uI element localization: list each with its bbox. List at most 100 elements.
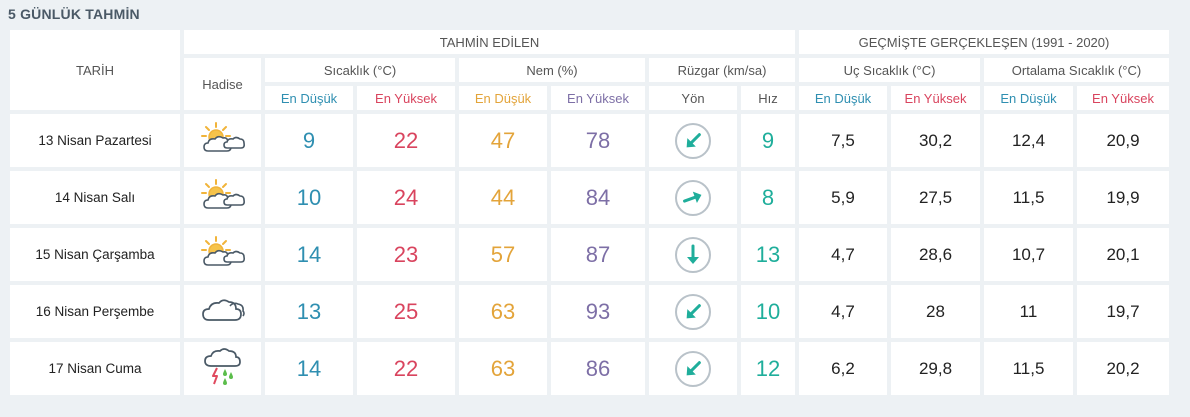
row-temp-max: 25: [357, 285, 455, 338]
header-temp-max: En Yüksek: [357, 86, 455, 110]
row-wind-speed: 9: [741, 114, 795, 167]
row-temp-max: 23: [357, 228, 455, 281]
row-hum-max: 93: [551, 285, 645, 338]
wind-arrow-icon: [683, 191, 702, 203]
wind-direction-indicator: [675, 236, 711, 273]
wind-arrow-icon: [687, 244, 699, 264]
header-temp-min: En Düşük: [265, 86, 353, 110]
table-row: 13 Nisan Pazartesi 9 22 47 78 9 7,5 30,: [10, 114, 1169, 167]
header-avg-temp: Ortalama Sıcaklık (°C): [984, 58, 1169, 82]
row-avg-min: 11,5: [984, 342, 1073, 395]
wind-direction-indicator: [675, 179, 711, 216]
row-weather: [184, 342, 261, 395]
row-temp-min: 14: [265, 228, 353, 281]
row-wind-speed: 10: [741, 285, 795, 338]
row-ext-min: 4,7: [799, 285, 887, 338]
row-avg-min: 12,4: [984, 114, 1073, 167]
row-wind-speed: 13: [741, 228, 795, 281]
row-hum-min: 63: [459, 342, 547, 395]
forecast-table: TARİH TAHMİN EDİLEN GEÇMİŞTE GERÇEKLEŞEN…: [6, 26, 1173, 399]
header-hum-max: En Yüksek: [551, 86, 645, 110]
row-temp-max: 22: [357, 342, 455, 395]
row-avg-max: 19,9: [1077, 171, 1169, 224]
table-row: 17 Nisan Cuma 14 22 63 86 12 6,2 29,8 11…: [10, 342, 1169, 395]
row-ext-max: 28,6: [891, 228, 980, 281]
partly-cloudy-icon: [200, 178, 246, 217]
partly-cloudy-icon: [200, 121, 246, 160]
row-wind-direction: [649, 114, 737, 167]
header-wind-speed: Hız: [741, 86, 795, 110]
table-row: 14 Nisan Salı 10 24 44 84 8 5,9 27,5: [10, 171, 1169, 224]
row-wind-direction: [649, 171, 737, 224]
row-date: 15 Nisan Çarşamba: [10, 228, 180, 281]
section-title: 5 GÜNLÜK TAHMİN: [8, 6, 140, 22]
row-temp-max: 22: [357, 114, 455, 167]
header-forecast-group: TAHMİN EDİLEN: [184, 30, 795, 54]
cloudy-icon: [200, 292, 246, 331]
header-wind: Rüzgar (km/sa): [649, 58, 795, 82]
row-avg-max: 20,1: [1077, 228, 1169, 281]
row-ext-min: 6,2: [799, 342, 887, 395]
table-row: 16 Nisan Perşembe 13 25 63 93 10 4,7 28 …: [10, 285, 1169, 338]
partly-cloudy-icon: [200, 235, 246, 274]
row-ext-max: 28: [891, 285, 980, 338]
wind-arrow-icon: [686, 360, 701, 375]
row-ext-max: 27,5: [891, 171, 980, 224]
header-hadise: Hadise: [184, 58, 261, 110]
wind-direction-indicator: [675, 350, 711, 387]
row-hum-min: 44: [459, 171, 547, 224]
header-wind-direction: Yön: [649, 86, 737, 110]
row-avg-min: 11,5: [984, 171, 1073, 224]
row-weather: [184, 228, 261, 281]
header-avg-min: En Düşük: [984, 86, 1073, 110]
header-humidity: Nem (%): [459, 58, 645, 82]
row-ext-max: 29,8: [891, 342, 980, 395]
row-wind-direction: [649, 285, 737, 338]
header-history-group: GEÇMİŞTE GERÇEKLEŞEN (1991 - 2020): [799, 30, 1169, 54]
table-row: 15 Nisan Çarşamba 14 23 57 87 13 4,7 28: [10, 228, 1169, 281]
row-wind-speed: 12: [741, 342, 795, 395]
row-hum-max: 78: [551, 114, 645, 167]
row-ext-max: 30,2: [891, 114, 980, 167]
header-tarih: TARİH: [10, 30, 180, 110]
row-hum-min: 57: [459, 228, 547, 281]
header-ext-max: En Yüksek: [891, 86, 980, 110]
row-hum-min: 63: [459, 285, 547, 338]
thunderstorm-rain-icon: [200, 346, 246, 391]
row-hum-min: 47: [459, 114, 547, 167]
header-ext-min: En Düşük: [799, 86, 887, 110]
wind-arrow-icon: [686, 303, 701, 318]
row-temp-min: 9: [265, 114, 353, 167]
wind-direction-indicator: [675, 122, 711, 159]
row-hum-max: 84: [551, 171, 645, 224]
row-temp-min: 14: [265, 342, 353, 395]
row-temp-max: 24: [357, 171, 455, 224]
row-avg-max: 20,2: [1077, 342, 1169, 395]
wind-arrow-icon: [686, 132, 701, 147]
wind-direction-indicator: [675, 293, 711, 330]
row-hum-max: 86: [551, 342, 645, 395]
row-weather: [184, 114, 261, 167]
row-avg-max: 19,7: [1077, 285, 1169, 338]
row-avg-max: 20,9: [1077, 114, 1169, 167]
row-wind-direction: [649, 228, 737, 281]
row-temp-min: 10: [265, 171, 353, 224]
row-weather: [184, 285, 261, 338]
row-ext-min: 5,9: [799, 171, 887, 224]
row-wind-speed: 8: [741, 171, 795, 224]
row-ext-min: 7,5: [799, 114, 887, 167]
row-date: 13 Nisan Pazartesi: [10, 114, 180, 167]
row-avg-min: 11: [984, 285, 1073, 338]
header-temp: Sıcaklık (°C): [265, 58, 455, 82]
header-avg-max: En Yüksek: [1077, 86, 1169, 110]
row-ext-min: 4,7: [799, 228, 887, 281]
row-temp-min: 13: [265, 285, 353, 338]
row-hum-max: 87: [551, 228, 645, 281]
row-date: 17 Nisan Cuma: [10, 342, 180, 395]
row-date: 14 Nisan Salı: [10, 171, 180, 224]
row-wind-direction: [649, 342, 737, 395]
header-hum-min: En Düşük: [459, 86, 547, 110]
header-extreme-temp: Uç Sıcaklık (°C): [799, 58, 980, 82]
row-avg-min: 10,7: [984, 228, 1073, 281]
row-weather: [184, 171, 261, 224]
